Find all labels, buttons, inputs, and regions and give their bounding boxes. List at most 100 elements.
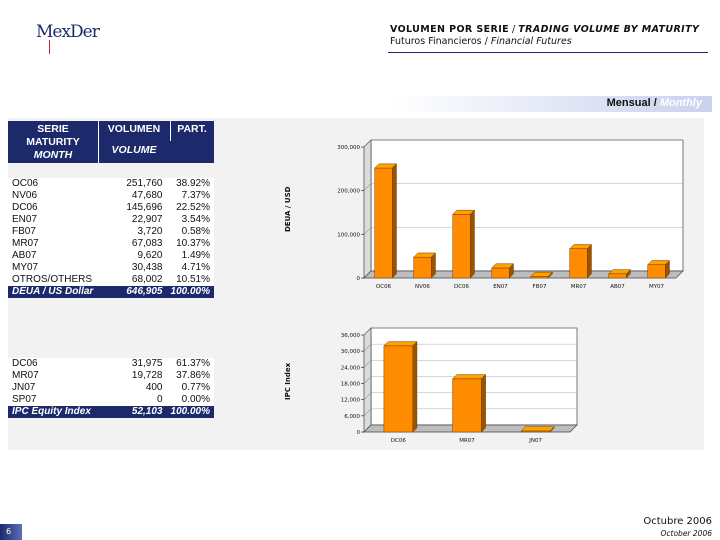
gridline	[363, 227, 372, 235]
y-tick-label: 6,000	[344, 414, 360, 420]
bar-front	[647, 264, 666, 279]
bar	[520, 426, 555, 433]
header-month: MONTH	[33, 149, 73, 161]
subtitle-en: Financial Futures	[490, 36, 572, 47]
gridline	[363, 408, 372, 417]
page-number-box	[0, 524, 22, 540]
gridline	[363, 183, 372, 191]
footer-month-es: Octubre 2006	[643, 516, 712, 527]
cell-serie: DC06	[8, 202, 100, 214]
bar	[647, 259, 671, 279]
page-number: 6	[6, 527, 12, 536]
gridline	[363, 360, 372, 368]
subtitle-sep: /	[481, 36, 491, 47]
cell-volume: 67,083	[99, 238, 167, 250]
bar	[451, 374, 487, 433]
cell-volume: 68,002	[99, 274, 167, 286]
bar-side	[626, 268, 631, 279]
total-row: IPC Equity Index 52,103 100.00%	[8, 406, 214, 418]
y-tick-label: 30,000	[341, 349, 361, 355]
title-en: TRADING VOLUME BY MATURITY	[518, 24, 700, 35]
page-subtitle: Futuros Financieros / Financial Futures	[390, 36, 710, 48]
table-row: SP07 0 0.00%	[8, 394, 214, 406]
cell-part: 4.71%	[166, 262, 214, 274]
ipc-volume-table: DC06 31,975 61.37% MR07 19,728 37.86% JN07 400 0…	[8, 358, 214, 418]
x-tick-label: MY07	[649, 284, 665, 290]
cell-serie: NV06	[8, 190, 100, 202]
bar	[374, 163, 398, 279]
footer-month-en: October 2006	[660, 529, 713, 538]
usd-volume-chart: 0 100,000 200,000 300,000 OC06 NV06 DC06 EN07 FB…	[337, 139, 684, 290]
title-sep: /	[509, 24, 519, 35]
cell-volume: 9,620	[99, 250, 167, 262]
bar-top	[520, 426, 555, 432]
x-tick-label: DC06	[454, 284, 470, 290]
bar-top	[451, 374, 487, 380]
chart-side-wall	[363, 139, 372, 279]
bar-front	[452, 214, 471, 279]
bar	[491, 263, 515, 279]
cell-serie: EN07	[8, 214, 100, 226]
cell-part: 10.51%	[166, 274, 214, 286]
header-divider	[170, 121, 171, 141]
y-tick-label: 0	[357, 430, 361, 436]
bar	[383, 341, 418, 433]
header-maturity: MATURITY	[26, 136, 80, 148]
section-band: Mensual / Monthly	[0, 96, 712, 112]
bar	[569, 243, 593, 279]
bar-side	[665, 259, 670, 279]
bar-side	[412, 341, 418, 433]
total-row: DEUA / US Dollar 646,905 100.00%	[8, 286, 214, 298]
y-tick-label: 18,000	[341, 382, 361, 388]
table-row: JN07 400 0.77%	[8, 382, 214, 394]
cell-volume: 145,696	[99, 202, 167, 214]
bar-front	[374, 167, 393, 279]
bar	[608, 268, 632, 279]
header-serie: SERIE MATURITY MONTH	[8, 123, 98, 162]
header-divider	[98, 121, 99, 163]
total-part: 100.00%	[166, 406, 214, 418]
cell-serie: OTROS/OTHERS	[8, 274, 100, 286]
x-tick-label: AB07	[610, 284, 625, 290]
x-tick-label: FB07	[533, 284, 547, 290]
cell-volume: 0	[99, 394, 167, 406]
table-row: MY07 30,438 4.71%	[8, 262, 214, 274]
cell-part: 61.37%	[166, 358, 214, 370]
bar-front	[413, 256, 432, 279]
table-header: SERIE MATURITY MONTH VOLUMEN VOLUME PART…	[8, 121, 214, 163]
period-es: Mensual /	[606, 97, 660, 109]
table-row: AB07 9,620 1.49%	[8, 250, 214, 262]
chart-floor	[363, 270, 684, 279]
cell-volume: 251,760	[99, 178, 167, 190]
x-tick-label: NV06	[415, 284, 430, 290]
usd-volume-table: OC06 251,760 38.92% NV06 47,680 7.37% DC06 145,…	[8, 178, 214, 298]
bar-side	[481, 374, 486, 433]
table-row: FB07 3,720 0.58%	[8, 226, 214, 238]
bar-side	[392, 163, 397, 279]
bar	[452, 209, 476, 279]
cell-serie: AB07	[8, 250, 100, 262]
table-row: DC06 145,696 22.52%	[8, 202, 214, 214]
bar	[530, 271, 554, 279]
y-tick-label: 100,000	[337, 232, 360, 238]
cell-part: 0.00%	[166, 394, 214, 406]
cell-part: 3.54%	[166, 214, 214, 226]
gridline	[363, 327, 372, 336]
page-title: VOLUMEN POR SERIE / TRADING VOLUME BY MA…	[390, 24, 710, 36]
cell-serie: DC06	[8, 358, 100, 370]
cell-part: 38.92%	[166, 178, 214, 190]
bar-side	[548, 271, 553, 279]
cell-serie: MR07	[8, 238, 100, 250]
cell-volume: 47,680	[99, 190, 167, 202]
total-serie: DEUA / US Dollar	[8, 286, 100, 298]
x-tick-label: MR07	[571, 284, 587, 290]
total-part: 100.00%	[166, 286, 214, 298]
y-tick-label: 24,000	[341, 365, 361, 371]
cell-serie: JN07	[8, 382, 100, 394]
gridline	[363, 343, 372, 352]
usd-chart-ylabel: DEUA / USD	[284, 186, 292, 232]
cell-volume: 22,907	[99, 214, 167, 226]
cell-volume: 19,728	[99, 370, 167, 382]
table-row: OTROS/OTHERS 68,002 10.51%	[8, 274, 214, 286]
cell-part: 0.58%	[166, 226, 214, 238]
